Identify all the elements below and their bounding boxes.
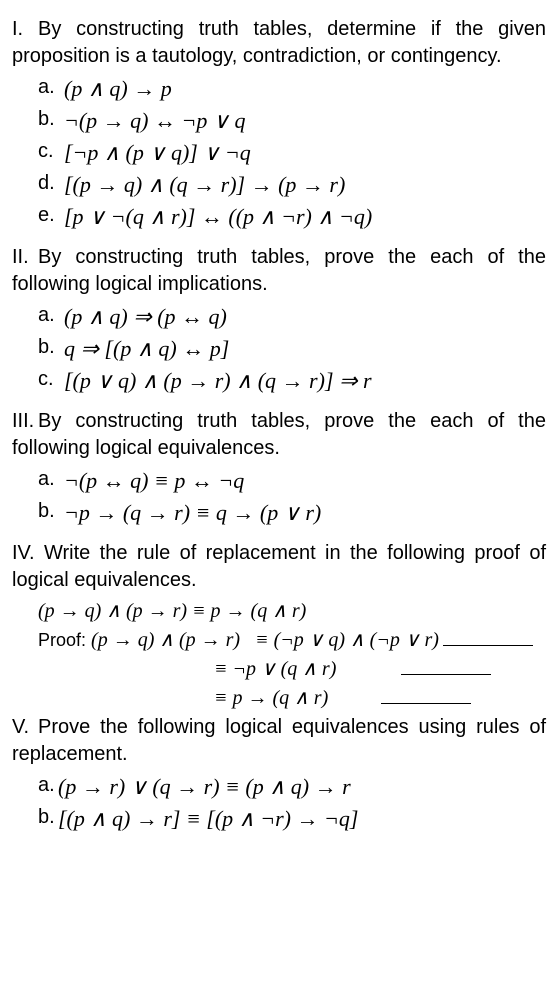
section-4-body: (p → q) ∧ (p → r) ≡ p → (q ∧ r) Proof: (… xyxy=(12,598,546,712)
section-5-text: Prove the following logical equivalences… xyxy=(12,716,546,765)
expr-5b: [(p ∧ q) → r] ≡ [(p ∧ ¬r) → ¬q] xyxy=(58,806,358,831)
section-2-text: By constructing truth tables, prove the … xyxy=(12,246,546,295)
section-5: V.Prove the following logical equivalenc… xyxy=(12,714,546,834)
letter-3b: b. xyxy=(38,498,55,525)
item-2c: c. [(p ∨ q) ∧ (p → r) ∧ (q → r)] ⇒ r xyxy=(38,366,546,396)
letter-3a: a. xyxy=(38,466,55,493)
statement-4: (p → q) ∧ (p → r) ≡ p → (q ∧ r) xyxy=(38,598,546,625)
expr-3b: ¬p → (q → r) ≡ q → (p ∨ r) xyxy=(64,500,321,525)
blank-1[interactable] xyxy=(443,627,533,646)
section-5-body: a. (p → r) ∨ (q → r) ≡ (p ∧ q) → r b. [(… xyxy=(12,772,546,834)
section-1-body: a. (p ∧ q) → p b. ¬(p → q) ↔ ¬p ∨ q c. [… xyxy=(12,74,546,232)
letter-5b: b. xyxy=(38,804,55,831)
expr-2c: [(p ∨ q) ∧ (p → r) ∧ (q → r)] ⇒ r xyxy=(64,368,372,393)
letter-1c: c. xyxy=(38,138,54,165)
proof-l1-left: (p → q) ∧ (p → r) xyxy=(91,629,240,651)
proof-l2: ≡ ¬p ∨ (q ∧ r) xyxy=(214,658,336,680)
proof-line-2: ≡ ¬p ∨ (q ∧ r) xyxy=(38,656,546,683)
expr-2a: (p ∧ q) ⇒ (p ↔ q) xyxy=(64,304,227,329)
item-5a: a. (p → r) ∨ (q → r) ≡ (p ∧ q) → r xyxy=(38,772,546,802)
item-3a: a. ¬(p ↔ q) ≡ p ↔ ¬q xyxy=(38,466,546,496)
expr-5a: (p → r) ∨ (q → r) ≡ (p ∧ q) → r xyxy=(58,774,351,799)
section-3-head: III.By constructing truth tables, prove … xyxy=(12,408,546,462)
section-3: III.By constructing truth tables, prove … xyxy=(12,408,546,528)
expr-1b: ¬(p → q) ↔ ¬p ∨ q xyxy=(64,108,245,133)
section-2-head: II.By constructing truth tables, prove t… xyxy=(12,244,546,298)
item-2b: b. q ⇒ [(p ∧ q) ↔ p] xyxy=(38,334,546,364)
item-1b: b. ¬(p → q) ↔ ¬p ∨ q xyxy=(38,106,546,136)
roman-3: III. xyxy=(12,408,38,435)
proof-line-3: ≡ p → (q ∧ r) xyxy=(38,685,546,712)
expr-2b: q ⇒ [(p ∧ q) ↔ p] xyxy=(64,336,229,361)
expr-1a: (p ∧ q) → p xyxy=(64,76,172,101)
section-3-text: By constructing truth tables, prove the … xyxy=(12,410,546,459)
expr-1d: [(p → q) ∧ (q → r)] → (p → r) xyxy=(64,172,345,197)
letter-1e: e. xyxy=(38,202,55,229)
proof-l1-right: ≡ (¬p ∨ q) ∧ (¬p ∨ r) xyxy=(255,629,439,651)
letter-2c: c. xyxy=(38,366,54,393)
item-3b: b. ¬p → (q → r) ≡ q → (p ∨ r) xyxy=(38,498,546,528)
section-4-head: IV.Write the rule of replacement in the … xyxy=(12,540,546,594)
roman-1: I. xyxy=(12,16,38,43)
item-1c: c. [¬p ∧ (p ∨ q)] ∨ ¬q xyxy=(38,138,546,168)
expr-1c: [¬p ∧ (p ∨ q)] ∨ ¬q xyxy=(64,140,251,165)
letter-1b: b. xyxy=(38,106,55,133)
section-1-head: I.By constructing truth tables, determin… xyxy=(12,16,546,70)
blank-2[interactable] xyxy=(401,656,491,675)
proof-label: Proof: xyxy=(38,630,86,650)
proof-line-1: Proof: (p → q) ∧ (p → r) ≡ (¬p ∨ q) ∧ (¬… xyxy=(38,627,546,654)
letter-2a: a. xyxy=(38,302,55,329)
section-1-text: By constructing truth tables, determine … xyxy=(12,18,546,67)
section-4: IV.Write the rule of replacement in the … xyxy=(12,540,546,712)
expr-3a: ¬(p ↔ q) ≡ p ↔ ¬q xyxy=(64,468,244,493)
letter-2b: b. xyxy=(38,334,55,361)
section-1: I.By constructing truth tables, determin… xyxy=(12,16,546,232)
roman-2: II. xyxy=(12,244,38,271)
section-3-body: a. ¬(p ↔ q) ≡ p ↔ ¬q b. ¬p → (q → r) ≡ q… xyxy=(12,466,546,528)
roman-4: IV. xyxy=(12,540,44,567)
letter-1a: a. xyxy=(38,74,55,101)
proof-l3: ≡ p → (q ∧ r) xyxy=(214,687,328,709)
roman-5: V. xyxy=(12,714,38,741)
section-5-head: V.Prove the following logical equivalenc… xyxy=(12,714,546,768)
section-4-text: Write the rule of replacement in the fol… xyxy=(12,542,546,591)
item-5b: b. [(p ∧ q) → r] ≡ [(p ∧ ¬r) → ¬q] xyxy=(38,804,546,834)
item-2a: a. (p ∧ q) ⇒ (p ↔ q) xyxy=(38,302,546,332)
item-1a: a. (p ∧ q) → p xyxy=(38,74,546,104)
blank-3[interactable] xyxy=(381,685,471,704)
letter-5a: a. xyxy=(38,772,55,799)
letter-1d: d. xyxy=(38,170,55,197)
item-1d: d. [(p → q) ∧ (q → r)] → (p → r) xyxy=(38,170,546,200)
section-2: II.By constructing truth tables, prove t… xyxy=(12,244,546,396)
item-1e: e. [p ∨ ¬(q ∧ r)] ↔ ((p ∧ ¬r) ∧ ¬q) xyxy=(38,202,546,232)
expr-1e: [p ∨ ¬(q ∧ r)] ↔ ((p ∧ ¬r) ∧ ¬q) xyxy=(64,204,372,229)
section-2-body: a. (p ∧ q) ⇒ (p ↔ q) b. q ⇒ [(p ∧ q) ↔ p… xyxy=(12,302,546,396)
